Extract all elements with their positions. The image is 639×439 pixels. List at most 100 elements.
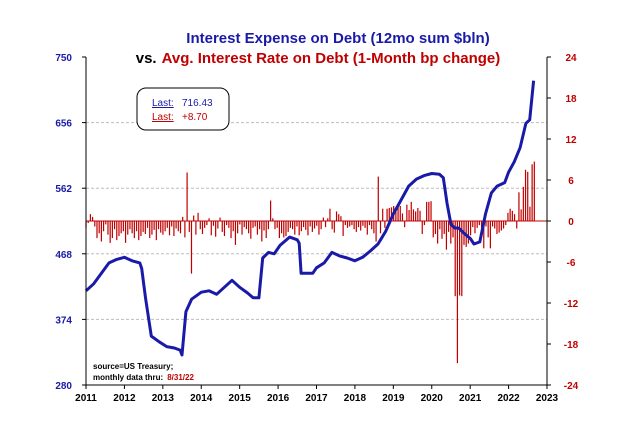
- rate-change-bar: [520, 209, 522, 221]
- rate-change-bar: [531, 164, 533, 221]
- rate-change-bar: [263, 221, 265, 231]
- rate-change-bar: [135, 221, 138, 232]
- rate-change-bar: [252, 221, 254, 228]
- left-tick-label: 374: [55, 315, 72, 326]
- rate-change-bar: [318, 221, 320, 235]
- rate-change-bar: [489, 221, 491, 249]
- rate-change-bar: [138, 221, 140, 241]
- rate-change-bar: [241, 221, 243, 235]
- rate-change-bar: [221, 221, 223, 232]
- rate-change-bar: [197, 212, 199, 221]
- rate-change-bar: [177, 221, 179, 232]
- rate-change-bar: [450, 221, 452, 244]
- rate-change-bar: [215, 221, 217, 237]
- rate-change-bar: [472, 221, 474, 228]
- rate-change-bar: [379, 221, 382, 234]
- right-tick-label: -24: [564, 381, 579, 392]
- rate-change-bar: [201, 221, 204, 234]
- rate-change-bar: [228, 221, 230, 228]
- rate-change-bar: [509, 208, 511, 221]
- rate-change-bar: [333, 221, 335, 233]
- rate-change-bar: [476, 221, 478, 228]
- chart-title-line2-prefix: vs.: [136, 50, 157, 67]
- rate-change-bar: [87, 221, 89, 224]
- rate-change-bar: [474, 221, 476, 234]
- rate-change-bar: [206, 221, 208, 226]
- rate-change-bar: [309, 221, 311, 227]
- rate-change-bar: [226, 221, 228, 226]
- rate-change-bar: [335, 211, 338, 221]
- rate-change-bar: [109, 221, 111, 243]
- rate-change-bar: [487, 221, 489, 238]
- rate-change-bar: [357, 221, 360, 228]
- rate-change-bar: [127, 221, 129, 235]
- rate-change-bar: [278, 221, 280, 239]
- rate-change-bar: [406, 204, 408, 221]
- rate-change-bar: [448, 221, 450, 232]
- rate-change-bar: [195, 221, 197, 235]
- rate-change-bar: [408, 210, 410, 221]
- rate-change-bar: [498, 221, 500, 233]
- rate-change-bar: [280, 221, 283, 234]
- rate-change-bar: [302, 221, 305, 228]
- x-tick-label: 2020: [421, 393, 444, 404]
- rate-change-bar: [322, 217, 324, 221]
- rate-change-bar: [144, 221, 146, 234]
- legend-bar-label: Last:: [152, 112, 174, 123]
- rate-change-bar: [217, 221, 219, 229]
- x-tick-label: 2017: [305, 393, 328, 404]
- rate-change-bar: [107, 221, 109, 235]
- rate-change-bar: [432, 221, 434, 238]
- rate-change-bar: [234, 221, 237, 245]
- rate-change-bar: [193, 215, 195, 221]
- rate-change-bar: [386, 208, 388, 221]
- rate-change-bar: [351, 221, 353, 226]
- rate-change-bar: [133, 221, 135, 239]
- rate-change-bar: [276, 221, 278, 228]
- rate-change-bar: [142, 221, 144, 232]
- right-tick-label: -6: [567, 258, 576, 269]
- rate-change-bar: [364, 221, 366, 228]
- rate-change-bar: [516, 221, 518, 229]
- rate-change-bar: [384, 221, 386, 228]
- rate-change-bar: [267, 221, 270, 230]
- rate-change-bar: [331, 221, 333, 230]
- rate-change-bar: [415, 211, 417, 221]
- rate-change-bar: [419, 210, 421, 221]
- rate-change-bar: [153, 221, 155, 230]
- rate-change-bar: [111, 221, 113, 239]
- rate-change-bar: [511, 210, 513, 221]
- rate-change-bar: [505, 221, 507, 226]
- legend-line-label: Last:: [152, 98, 174, 109]
- rate-change-bar: [296, 221, 298, 227]
- rate-change-bar: [439, 221, 441, 230]
- rate-change-bar: [140, 221, 142, 237]
- rate-change-bar: [118, 221, 120, 237]
- rate-change-bar: [89, 214, 91, 221]
- rate-change-bar: [96, 221, 98, 239]
- rate-change-bar: [529, 206, 531, 221]
- rate-change-bar: [248, 221, 250, 234]
- rate-change-bar: [155, 221, 157, 241]
- rate-change-bar: [259, 221, 261, 230]
- rate-change-bar: [186, 172, 188, 221]
- rate-change-bar: [371, 221, 373, 230]
- rate-change-bar: [305, 221, 307, 230]
- data-thru-prefix: monthly data thru:: [93, 373, 163, 382]
- chart-title-line1: Interest Expense on Debt (12mo sum $bln): [186, 30, 489, 47]
- right-tick-label: -12: [564, 299, 579, 310]
- rate-change-bar: [494, 221, 496, 229]
- rate-change-bar: [382, 208, 384, 221]
- rate-change-bar: [316, 221, 318, 226]
- rate-change-bar: [388, 208, 390, 221]
- left-tick-label: 750: [55, 53, 72, 64]
- data-thru-note: monthly data thru: 8/31/22: [93, 373, 194, 382]
- rate-change-bar: [219, 217, 221, 221]
- rate-change-bar: [443, 221, 445, 234]
- legend-box: Last: 716.43 Last: +8.70: [136, 87, 230, 131]
- rate-change-bar: [467, 221, 469, 244]
- rate-change-bar: [298, 221, 300, 236]
- rate-change-bar: [327, 218, 329, 221]
- rate-change-bar: [421, 221, 423, 234]
- rate-change-bar: [397, 203, 399, 221]
